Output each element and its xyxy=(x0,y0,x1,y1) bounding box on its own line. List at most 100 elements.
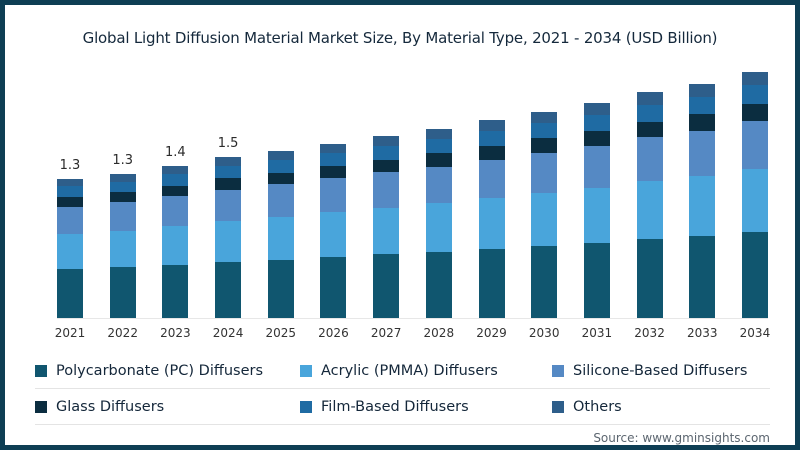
segment-glass-diffusers-2029 xyxy=(478,145,505,160)
segment-glass-diffusers-2023 xyxy=(162,185,189,197)
segment-film-based-diffusers-2026 xyxy=(320,153,347,167)
segment-glass-diffusers-2024 xyxy=(215,178,242,190)
legend-swatch-silicone-based-diffusers xyxy=(552,364,564,377)
segment-silicone-based-diffusers-2034 xyxy=(741,121,768,170)
legend-row-2: Glass Diffusers Film-Based Diffusers Other… xyxy=(35,389,770,425)
segment-silicone-based-diffusers-2028 xyxy=(425,166,452,204)
stacked-bar-2031 xyxy=(583,102,610,318)
bar-chart-plot-area: 1.3 2021 1.3 2022 1.4 2023 1.5 2024 2025 2026 2027… xyxy=(55,59,770,340)
bar-value-label-2024: 1.5 xyxy=(217,136,239,152)
stacked-bar-2030 xyxy=(531,111,558,318)
legend-swatch-polycarbonate-pc-diffusers xyxy=(35,364,47,377)
bar-value-label-2021: 1.3 xyxy=(59,157,81,173)
x-axis-label-2024: 2024 xyxy=(212,326,244,340)
x-axis-label-2026: 2026 xyxy=(318,326,349,340)
segment-acrylic-pmma-diffusers-2031 xyxy=(583,187,610,243)
segment-acrylic-pmma-diffusers-2023 xyxy=(162,226,189,265)
x-axis-label-2023: 2023 xyxy=(160,326,191,340)
segment-polycarbonate-pc-diffusers-2034 xyxy=(741,231,768,318)
bar-column-2028: 2028 xyxy=(424,128,454,340)
segment-others-2026 xyxy=(320,143,347,154)
bar-column-2032: 2032 xyxy=(634,92,665,340)
segment-film-based-diffusers-2023 xyxy=(162,174,189,186)
segment-others-2023 xyxy=(162,166,189,175)
legend-item-glass-diffusers: Glass Diffusers xyxy=(35,399,300,415)
legend-item-acrylic-pmma-diffusers: Acrylic (PMMA) Diffusers xyxy=(300,363,552,379)
segment-polycarbonate-pc-diffusers-2025 xyxy=(267,259,294,318)
bar-column-2031: 2031 xyxy=(582,102,612,340)
segment-others-2025 xyxy=(267,151,294,161)
x-axis-label-2029: 2029 xyxy=(476,326,507,340)
x-axis-label-2032: 2032 xyxy=(634,326,665,340)
segment-acrylic-pmma-diffusers-2022 xyxy=(109,230,136,268)
segment-film-based-diffusers-2034 xyxy=(741,85,768,104)
segment-acrylic-pmma-diffusers-2021 xyxy=(57,233,83,270)
chart-title: Global Light Diffusion Material Market S… xyxy=(82,29,718,47)
segment-others-2027 xyxy=(373,135,400,146)
segment-silicone-based-diffusers-2022 xyxy=(109,202,136,231)
bar-value-label-2022: 1.3 xyxy=(112,152,134,168)
segment-silicone-based-diffusers-2021 xyxy=(57,206,83,234)
segment-others-2030 xyxy=(531,111,558,123)
bar-column-2034: 2034 xyxy=(740,71,770,340)
segment-polycarbonate-pc-diffusers-2021 xyxy=(57,269,83,318)
bar-column-2029: 2029 xyxy=(476,119,507,340)
stacked-bar-2028 xyxy=(425,128,452,318)
x-axis-label-2025: 2025 xyxy=(265,326,297,340)
segment-silicone-based-diffusers-2033 xyxy=(689,130,716,177)
x-axis-label-2022: 2022 xyxy=(107,326,138,340)
stacked-bar-2021 xyxy=(57,178,83,318)
x-axis-label-2034: 2034 xyxy=(739,326,771,340)
segment-film-based-diffusers-2033 xyxy=(689,96,716,115)
segment-glass-diffusers-2033 xyxy=(689,114,716,131)
segment-acrylic-pmma-diffusers-2028 xyxy=(425,203,452,252)
segment-silicone-based-diffusers-2030 xyxy=(531,152,558,194)
stacked-bar-2034 xyxy=(741,71,768,318)
segment-glass-diffusers-2034 xyxy=(741,103,768,122)
stacked-bar-2023 xyxy=(162,166,189,318)
segment-others-2022 xyxy=(109,173,136,182)
stacked-bar-2027 xyxy=(373,135,400,318)
chart-legend: Polycarbonate (PC) Diffusers Acrylic (PMM… xyxy=(35,353,770,425)
segment-glass-diffusers-2025 xyxy=(267,172,294,185)
legend-label-acrylic-pmma-diffusers: Acrylic (PMMA) Diffusers xyxy=(321,362,498,379)
segment-film-based-diffusers-2022 xyxy=(109,181,136,193)
bar-column-2030: 2030 xyxy=(529,111,559,340)
bar-column-2027: 2027 xyxy=(371,135,401,340)
segment-others-2034 xyxy=(741,71,768,86)
x-axis-label-2030: 2030 xyxy=(528,326,560,340)
bar-column-2022: 1.3 2022 xyxy=(107,153,138,340)
segment-polycarbonate-pc-diffusers-2030 xyxy=(531,245,558,318)
legend-label-silicone-based-diffusers: Silicone-Based Diffusers xyxy=(573,362,748,379)
segment-silicone-based-diffusers-2032 xyxy=(636,137,663,182)
segment-glass-diffusers-2031 xyxy=(583,130,610,146)
segment-polycarbonate-pc-diffusers-2022 xyxy=(109,267,136,318)
x-axis-label-2028: 2028 xyxy=(423,326,455,340)
stacked-bar-2024 xyxy=(215,157,242,318)
segment-glass-diffusers-2022 xyxy=(109,192,136,203)
x-axis-label-2031: 2031 xyxy=(581,326,613,340)
segment-polycarbonate-pc-diffusers-2029 xyxy=(478,248,505,318)
bar-column-2021: 1.3 2021 xyxy=(55,158,86,340)
legend-item-polycarbonate-pc-diffusers: Polycarbonate (PC) Diffusers xyxy=(35,363,300,379)
segment-acrylic-pmma-diffusers-2032 xyxy=(636,181,663,239)
segment-silicone-based-diffusers-2025 xyxy=(267,184,294,217)
segment-polycarbonate-pc-diffusers-2028 xyxy=(425,251,452,318)
legend-swatch-others xyxy=(552,400,564,413)
segment-acrylic-pmma-diffusers-2029 xyxy=(478,198,505,249)
segment-silicone-based-diffusers-2026 xyxy=(320,178,347,213)
legend-item-film-based-diffusers: Film-Based Diffusers xyxy=(300,399,552,415)
segment-film-based-diffusers-2025 xyxy=(267,160,294,173)
source-attribution: Source: www.gminsights.com xyxy=(593,431,770,445)
segment-glass-diffusers-2021 xyxy=(57,196,83,207)
segment-polycarbonate-pc-diffusers-2033 xyxy=(689,235,716,318)
segment-film-based-diffusers-2021 xyxy=(57,186,83,197)
segment-silicone-based-diffusers-2023 xyxy=(162,196,189,227)
segment-polycarbonate-pc-diffusers-2024 xyxy=(215,261,242,318)
legend-row-1: Polycarbonate (PC) Diffusers Acrylic (PMM… xyxy=(35,353,770,389)
segment-others-2021 xyxy=(57,178,83,187)
segment-silicone-based-diffusers-2027 xyxy=(373,172,400,208)
bar-column-2026: 2026 xyxy=(318,143,349,340)
legend-swatch-glass-diffusers xyxy=(35,400,47,413)
